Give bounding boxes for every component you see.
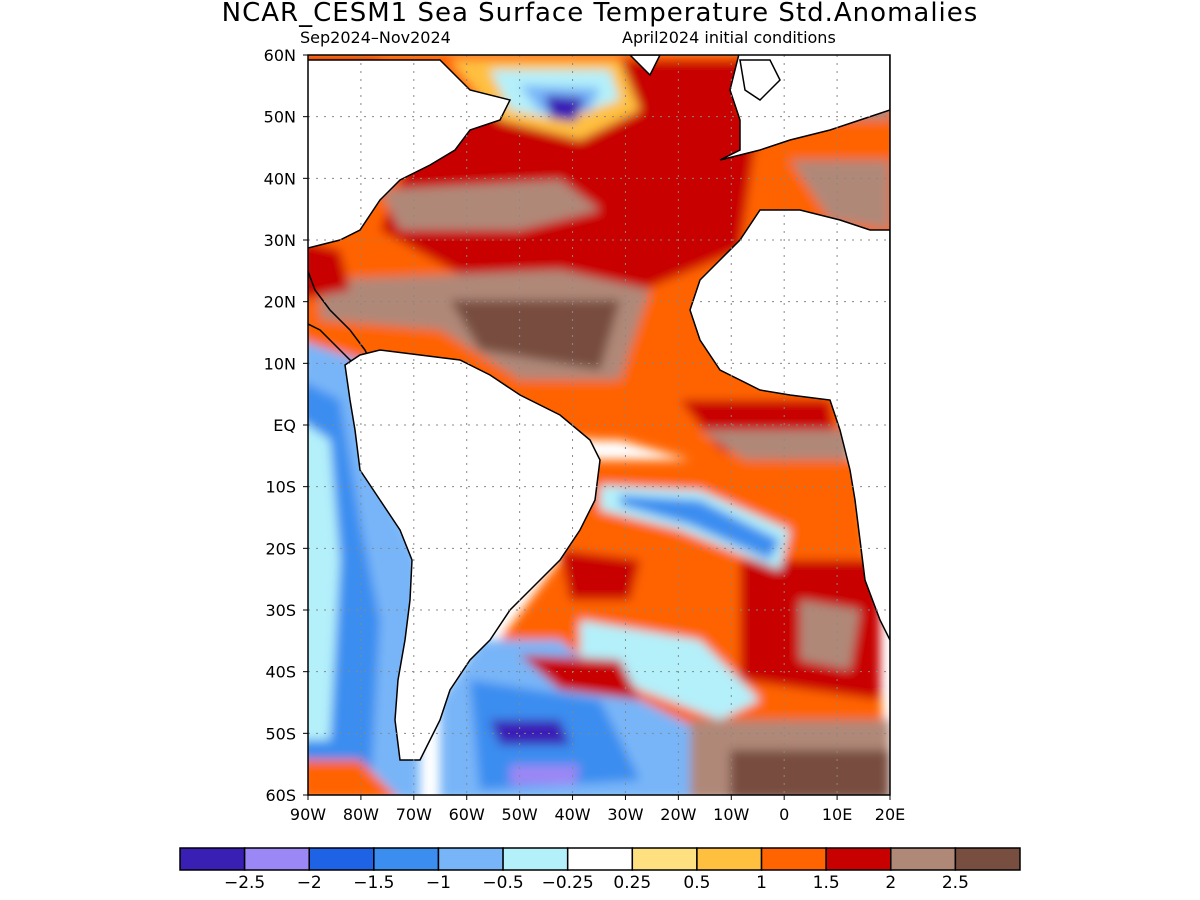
- legend-swatch: [566, 847, 634, 871]
- legend-swatch: [502, 847, 569, 871]
- legend-label: −2: [297, 873, 322, 893]
- lat-label: 20N: [264, 293, 296, 312]
- legend-label: −0.5: [482, 873, 523, 893]
- latitude-labels: 60N 50N 40N 30N 20N 10N EQ 10S 20S 30S 40S 50S 60S: [264, 46, 296, 805]
- lon-label: 40W: [554, 805, 590, 824]
- legend-swatch: [760, 847, 827, 871]
- lat-label: 20S: [265, 539, 296, 558]
- lat-label: 50N: [264, 108, 296, 127]
- lat-label: 40S: [265, 663, 296, 682]
- legend-label: −2.5: [224, 873, 265, 893]
- forecast-period: Sep2024–Nov2024: [300, 28, 451, 47]
- lon-label: 20E: [875, 805, 905, 824]
- legend-swatch: [825, 847, 892, 871]
- legend-swatch: [308, 847, 375, 871]
- lon-label: 30W: [607, 805, 643, 824]
- legend-label: 0.25: [613, 873, 651, 893]
- legend-swatch: [373, 847, 440, 871]
- legend-label: −0.25: [542, 873, 594, 893]
- lat-label: 30N: [264, 231, 296, 250]
- color-legend: −2.5 −2 −1.5 −1 −0.5 −0.25 0.25 0.5 1 1.5 2 2.5: [179, 847, 1021, 893]
- legend-swatch: [696, 847, 763, 871]
- lat-label: 60S: [265, 786, 296, 805]
- lon-label: 90W: [290, 805, 326, 824]
- axis-ticks: [303, 54, 891, 800]
- legend-swatch: [954, 847, 1021, 871]
- lon-label: 10E: [822, 805, 852, 824]
- legend-label: 1.5: [813, 873, 840, 893]
- legend-label: 1: [756, 873, 767, 893]
- legend-label: 2: [885, 873, 896, 893]
- lat-label: 40N: [264, 169, 296, 188]
- legend-label: 2.5: [942, 873, 969, 893]
- legend-swatch: [631, 847, 698, 871]
- legend-label: −1: [426, 873, 451, 893]
- map-field: [308, 55, 890, 795]
- land-masses: [308, 55, 890, 761]
- lon-label: 80W: [343, 805, 379, 824]
- lat-label: 10S: [265, 478, 296, 497]
- lat-label: 60N: [264, 46, 296, 65]
- legend-swatch: [243, 847, 310, 871]
- map-title: NCAR_CESM1 Sea Surface Temperature Std.A…: [221, 0, 979, 28]
- legend-swatch: [890, 847, 957, 871]
- lon-label: 0: [779, 805, 789, 824]
- initial-conditions: April2024 initial conditions: [622, 28, 836, 47]
- lon-label: 60W: [449, 805, 485, 824]
- lon-label: 20W: [660, 805, 696, 824]
- lon-label: 70W: [396, 805, 432, 824]
- legend-swatch: [437, 847, 504, 871]
- lat-label: 50S: [265, 724, 296, 743]
- lat-label: 10N: [264, 354, 296, 373]
- legend-label: −1.5: [353, 873, 394, 893]
- lon-label: 10W: [713, 805, 749, 824]
- lon-label: 50W: [502, 805, 538, 824]
- lat-label: EQ: [273, 416, 296, 435]
- lat-label: 30S: [265, 601, 296, 620]
- legend-swatch: [179, 847, 246, 871]
- lat-lon-grid: [308, 55, 890, 795]
- legend-label: 0.5: [683, 873, 710, 893]
- longitude-labels: 90W 80W 70W 60W 50W 40W 30W 20W 10W 0 10E 20E: [290, 805, 905, 824]
